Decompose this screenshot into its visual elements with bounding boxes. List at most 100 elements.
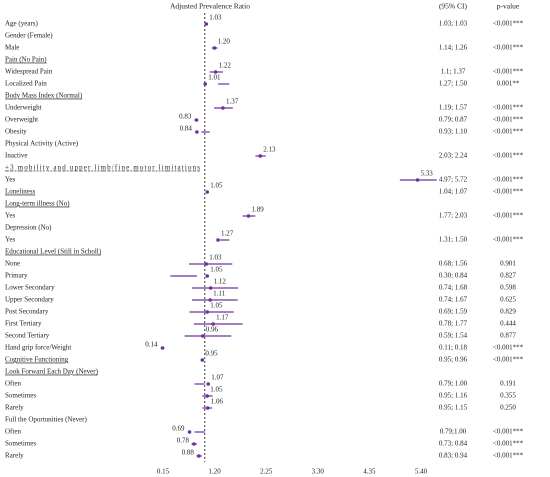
- p-value: <0.001***: [493, 188, 524, 196]
- p-value: 0.444: [500, 320, 516, 328]
- p-value: <0.001***: [493, 356, 524, 364]
- estimate-label: 1.01: [208, 74, 221, 82]
- row-label: Often: [5, 380, 21, 388]
- p-value: <0.001***: [493, 428, 524, 436]
- estimate-label: 1.05: [210, 182, 223, 190]
- ci-label: 0.74; 1.67: [439, 296, 468, 304]
- p-header: p-value: [497, 2, 520, 11]
- estimate-point: [160, 346, 165, 350]
- estimate-label: 1.89: [252, 206, 265, 214]
- estimate-point: [204, 22, 209, 26]
- row-label: Upper Secondary: [5, 296, 54, 304]
- ci-label: 1.77; 2.03: [439, 212, 468, 220]
- row-label: Inactive: [5, 152, 28, 160]
- ci-label: 1.31; 1.50: [439, 236, 468, 244]
- x-tick-label: 1.20: [208, 468, 221, 476]
- x-tick-label: 4.35: [363, 468, 376, 476]
- ci-label: 1.04; 1.07: [439, 188, 468, 196]
- row-label: Long-term illness (No): [5, 200, 70, 208]
- estimate-point: [205, 406, 210, 410]
- estimate-label: 1.37: [226, 98, 239, 106]
- estimate-label: 1.11: [213, 290, 225, 298]
- estimate-point: [205, 190, 210, 194]
- ci-label: 0.11; 0.18: [439, 344, 467, 352]
- row-label: +3 mobility and upper limb/fine motor li…: [5, 164, 200, 172]
- estimate-label: 0.78: [177, 437, 190, 445]
- p-value: <0.001***: [493, 212, 524, 220]
- ci-label: 0.68; 1.56: [439, 260, 468, 268]
- estimate-label: 5.33: [421, 170, 434, 178]
- ci-label: 0.79; 0.87: [439, 116, 468, 124]
- estimate-point: [208, 286, 213, 290]
- estimate-label: 1.03: [209, 254, 222, 262]
- estimate-label: 1.03: [209, 14, 222, 22]
- row-label: Gender (Female): [5, 32, 53, 40]
- ci-label: 0.93; 1.10: [439, 128, 468, 136]
- ci-label: 0.95; 1.16: [439, 392, 468, 400]
- ci-label: 1.19; 1.57: [439, 104, 468, 112]
- p-value: <0.001***: [493, 344, 524, 352]
- estimate-label: 0.14: [145, 341, 158, 349]
- estimate-label: 0.69: [172, 425, 185, 433]
- row-label: Full the Oportunities (Never): [5, 416, 88, 424]
- estimate-point: [200, 358, 205, 362]
- estimate-label: 0.83: [179, 113, 192, 121]
- p-value: 0.827: [500, 272, 516, 280]
- estimate-label: 1.05: [210, 266, 223, 274]
- ci-label: 0.95; 1.15: [439, 404, 468, 412]
- estimate-point: [201, 334, 205, 338]
- ci-label: 0.95; 0.96: [439, 356, 468, 364]
- row-label: Look Forward Each Day (Never): [5, 368, 99, 376]
- row-label: Body Mass Index (Normal): [5, 92, 83, 100]
- row-label: Pain (No Pain): [5, 56, 47, 64]
- estimate-label: 1.22: [219, 62, 232, 70]
- estimate-point: [208, 298, 212, 302]
- row-label: Rarely: [5, 452, 24, 460]
- row-label: Rarely: [5, 404, 24, 412]
- estimate-label: 1.06: [211, 398, 224, 406]
- estimate-label: 0.95: [205, 350, 218, 358]
- row-label: Overweight: [5, 116, 38, 124]
- estimate-point: [203, 82, 208, 86]
- estimate-point: [211, 322, 215, 326]
- row-label: Male: [5, 44, 19, 52]
- p-value: <0.001***: [493, 128, 524, 136]
- row-label: Widespread Pain: [5, 68, 53, 76]
- x-tick-label: 5.40: [415, 468, 428, 476]
- ci-label: 0.79; 1.00: [439, 380, 468, 388]
- row-label: Localized Pain: [5, 80, 47, 88]
- estimate-point: [187, 430, 192, 434]
- p-value: <0.001***: [493, 440, 524, 448]
- estimate-label: 0.88: [182, 449, 195, 457]
- p-value: <0.001***: [493, 116, 524, 124]
- row-label: Yes: [5, 236, 15, 244]
- x-tick-label: 3.30: [312, 468, 325, 476]
- chart-title: Adjusted Prevalence Ratio: [170, 2, 250, 11]
- estimate-point: [205, 394, 210, 398]
- ci-label: 0.30; 0.84: [439, 272, 468, 280]
- estimate-point: [206, 382, 211, 386]
- row-label: Sometimes: [5, 392, 36, 400]
- p-value: 0.877: [500, 332, 516, 340]
- row-label: Physical Activity (Active): [5, 140, 79, 148]
- estimate-label: 1.05: [210, 302, 223, 310]
- p-value: <0.001***: [493, 176, 524, 184]
- p-value: <0.001***: [493, 152, 524, 160]
- estimate-label: 0.96: [206, 326, 219, 334]
- row-label: Obesity: [5, 128, 27, 136]
- row-label: Second Tertiary: [5, 332, 50, 340]
- p-value: 0.001**: [497, 80, 520, 88]
- row-label: Sometimes: [5, 440, 36, 448]
- ci-label: 0.74; 1.68: [439, 284, 468, 292]
- ci-label: 1.27; 1.50: [439, 80, 468, 88]
- ci-label: 0.69; 1.59: [439, 308, 468, 316]
- estimate-point: [415, 178, 420, 182]
- row-label: Yes: [5, 176, 15, 184]
- estimate-point: [246, 214, 251, 218]
- p-value: <0.001***: [493, 452, 524, 460]
- estimate-point: [212, 46, 217, 50]
- x-tick-label: 0.15: [157, 468, 170, 476]
- row-label: Educational Level (Still in Scholl): [5, 248, 102, 256]
- row-label: Primary: [5, 272, 28, 280]
